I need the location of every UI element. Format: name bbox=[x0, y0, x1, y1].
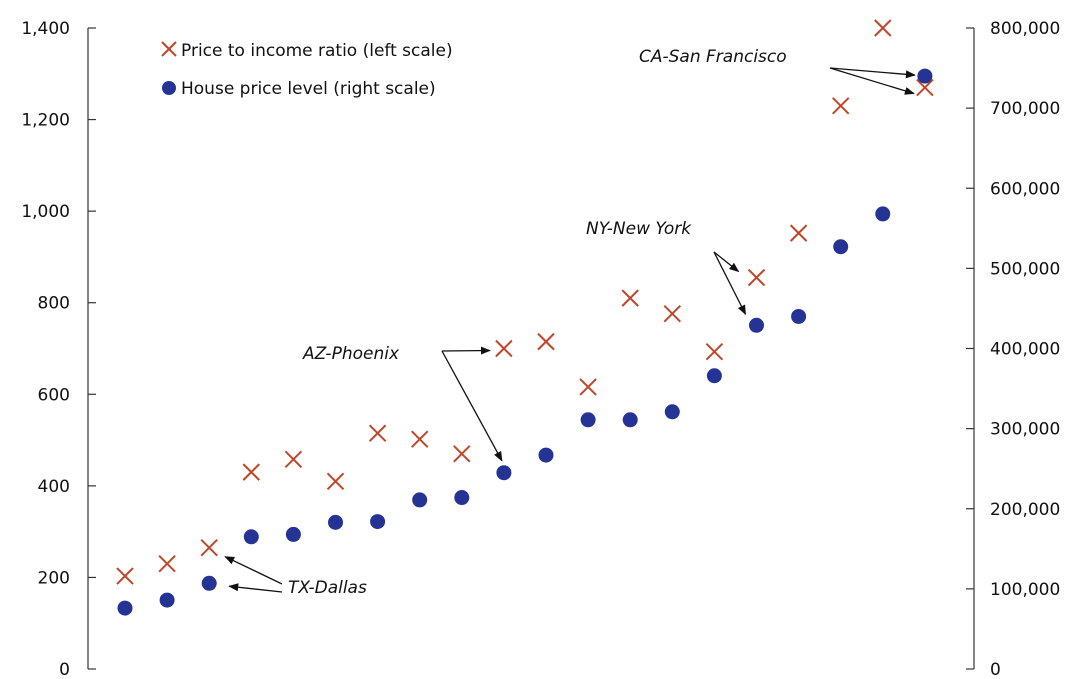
house-price-point bbox=[749, 317, 764, 333]
house-price-point bbox=[454, 490, 470, 506]
legend: Price to income ratio (left scale) House… bbox=[161, 41, 453, 99]
left-tick-label: 1,000 bbox=[21, 202, 70, 222]
price-to-income-point bbox=[663, 304, 682, 323]
house-price-point bbox=[201, 575, 217, 591]
price-to-income-point bbox=[453, 445, 471, 463]
price-to-income-point bbox=[200, 538, 218, 557]
arrow-sf-ratio bbox=[829, 67, 915, 95]
right-tick-label: 500,000 bbox=[990, 259, 1060, 279]
price-to-income-point bbox=[116, 567, 134, 585]
right-axis-ticks: 0 100,000 200,000 300,000 400,000 500,000 600,… bbox=[966, 19, 1060, 679]
price-to-income-point bbox=[621, 289, 639, 307]
price-to-income-point bbox=[368, 424, 387, 442]
left-tick-label: 1,200 bbox=[21, 111, 70, 131]
house-price-point bbox=[412, 492, 428, 508]
house-price-point bbox=[875, 206, 891, 222]
house-price-point bbox=[285, 526, 301, 542]
arrow-dallas-ratio bbox=[224, 556, 283, 585]
house-price-point bbox=[117, 600, 133, 616]
right-tick-label: 100,000 bbox=[990, 580, 1060, 600]
price-to-income-point bbox=[747, 268, 766, 287]
price-to-income-point bbox=[579, 378, 597, 396]
price-to-income-point bbox=[705, 342, 724, 361]
left-tick-label: 400 bbox=[38, 477, 70, 497]
legend-x-marker bbox=[161, 41, 177, 57]
legend-item-house-price: House price level (right scale) bbox=[162, 79, 436, 99]
house-price-point bbox=[706, 368, 722, 384]
house-price-point bbox=[833, 239, 849, 255]
arrow-dallas-price bbox=[228, 583, 283, 593]
price-to-income-point bbox=[242, 463, 261, 481]
house-price-point bbox=[328, 514, 343, 530]
price-to-income-point bbox=[410, 430, 429, 448]
series-house-price bbox=[117, 68, 933, 616]
right-tick-label: 300,000 bbox=[990, 420, 1060, 440]
annotation-ca-san-francisco: CA-San Francisco bbox=[639, 47, 787, 67]
house-price-point bbox=[159, 592, 175, 608]
legend-label-house-price: House price level (right scale) bbox=[181, 79, 436, 99]
right-axis: 0 100,000 200,000 300,000 400,000 500,000 600,… bbox=[966, 19, 1060, 679]
house-price-point bbox=[580, 412, 596, 428]
left-axis: 0 200 400 600 800 1,000 1,200 1,400 bbox=[21, 19, 96, 679]
price-to-income-point bbox=[495, 339, 513, 358]
arrow-sf-price bbox=[829, 67, 916, 79]
annotation-az-phoenix: AZ-Phoenix bbox=[302, 344, 400, 364]
right-tick-label: 800,000 bbox=[990, 19, 1060, 39]
arrow-newyork-ratio bbox=[713, 251, 740, 273]
house-price-point bbox=[243, 529, 259, 545]
series-price-to-income bbox=[116, 19, 934, 585]
annotation-arrows bbox=[224, 67, 916, 593]
house-price-point bbox=[538, 447, 554, 463]
price-to-income-point bbox=[874, 19, 892, 37]
left-tick-label: 600 bbox=[38, 385, 70, 405]
annotation-ny-new-york: NY-New York bbox=[586, 219, 692, 239]
price-to-income-point bbox=[326, 472, 345, 490]
price-to-income-point bbox=[789, 224, 808, 242]
legend-circle-marker bbox=[162, 81, 176, 95]
price-to-income-point bbox=[158, 554, 176, 573]
right-tick-label: 0 bbox=[990, 660, 1001, 679]
price-to-income-point bbox=[537, 332, 555, 351]
series-layer bbox=[116, 19, 934, 616]
price-to-income-point bbox=[831, 97, 850, 115]
house-price-point bbox=[791, 308, 807, 324]
left-tick-label: 1,400 bbox=[21, 19, 70, 39]
price-to-income-point bbox=[284, 450, 303, 469]
right-tick-label: 700,000 bbox=[990, 99, 1060, 119]
house-price-point bbox=[664, 404, 680, 420]
left-tick-label: 200 bbox=[38, 568, 70, 588]
arrow-newyork-price bbox=[713, 251, 747, 316]
annotation-layer: TX-Dallas AZ-Phoenix NY-New York CA-San … bbox=[224, 47, 916, 598]
left-tick-label: 0 bbox=[59, 660, 70, 679]
arrow-phoenix-ratio bbox=[441, 346, 491, 355]
right-tick-label: 400,000 bbox=[990, 340, 1060, 360]
house-price-point bbox=[622, 412, 638, 428]
legend-item-price-to-income: Price to income ratio (left scale) bbox=[161, 41, 453, 61]
price-to-income-point bbox=[916, 78, 934, 97]
left-tick-label: 800 bbox=[38, 294, 70, 314]
arrow-phoenix-price bbox=[441, 350, 503, 462]
house-price-point bbox=[917, 68, 933, 84]
right-tick-label: 200,000 bbox=[990, 500, 1060, 520]
right-tick-label: 600,000 bbox=[990, 179, 1060, 199]
house-price-point bbox=[496, 465, 512, 481]
house-price-point bbox=[370, 514, 386, 530]
legend-label-price-to-income: Price to income ratio (left scale) bbox=[181, 41, 453, 61]
annotation-tx-dallas: TX-Dallas bbox=[288, 578, 367, 598]
left-axis-ticks: 0 200 400 600 800 1,000 1,200 1,400 bbox=[21, 19, 96, 679]
